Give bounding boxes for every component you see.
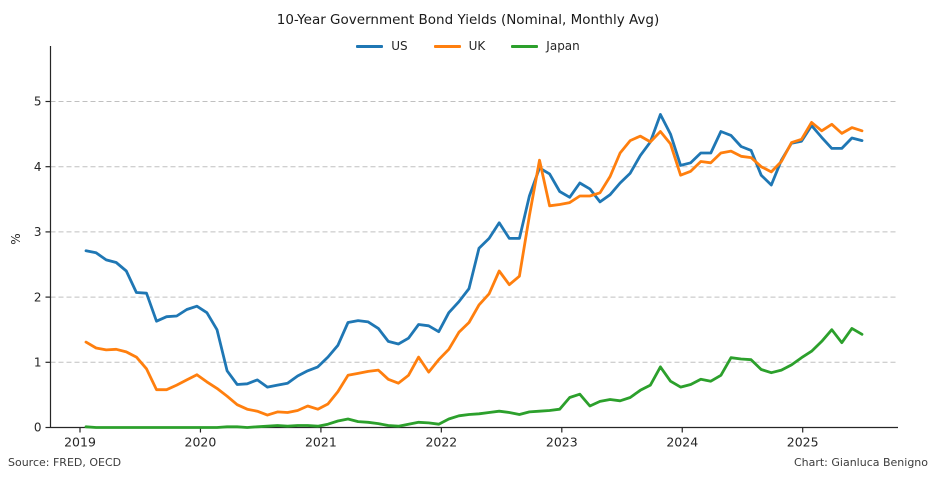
y-tick-label: 2 xyxy=(34,290,42,304)
x-tick-label: 2020 xyxy=(185,435,217,450)
legend-item-uk: UK xyxy=(433,39,486,53)
y-tick-label: 5 xyxy=(34,95,42,109)
japan-series-line xyxy=(84,326,864,429)
japan-line-swatch xyxy=(511,44,539,48)
x-tick-label: 2021 xyxy=(305,435,337,450)
x-tick-label: 2019 xyxy=(64,435,96,450)
x-tick-label: 2022 xyxy=(425,435,457,450)
source-note: Source: FRED, OECD xyxy=(8,456,122,469)
uk-series-line xyxy=(84,121,864,417)
y-tick-label: 1 xyxy=(34,356,42,370)
legend-label-uk: UK xyxy=(468,39,486,53)
legend-item-us: US xyxy=(356,39,408,53)
x-tick-label: 2025 xyxy=(787,435,819,450)
us-line-swatch xyxy=(356,44,384,48)
legend-label-japan: Japan xyxy=(546,39,580,53)
credit-note: Chart: Gianluca Benigno xyxy=(793,456,928,469)
y-gridlines xyxy=(50,101,898,363)
legend-item-japan: Japan xyxy=(511,39,580,53)
x-tick-label: 2024 xyxy=(666,435,698,450)
x-tick-label: 2023 xyxy=(546,435,578,450)
y-tick-label: 0 xyxy=(34,421,42,435)
legend-label-us: US xyxy=(391,39,408,53)
axes: 0 1 2 3 4 5 2019 2020 2021 2022 2023 2024 2025 xyxy=(34,46,898,450)
y-tick-label: 4 xyxy=(34,160,42,174)
legend: US UK Japan xyxy=(0,39,936,53)
y-axis-label: % xyxy=(9,233,23,244)
us-series-line xyxy=(84,113,864,389)
uk-line-swatch xyxy=(433,44,461,48)
y-tick-label: 3 xyxy=(34,225,42,239)
chart-title: 10-Year Government Bond Yields (Nominal,… xyxy=(276,12,660,28)
